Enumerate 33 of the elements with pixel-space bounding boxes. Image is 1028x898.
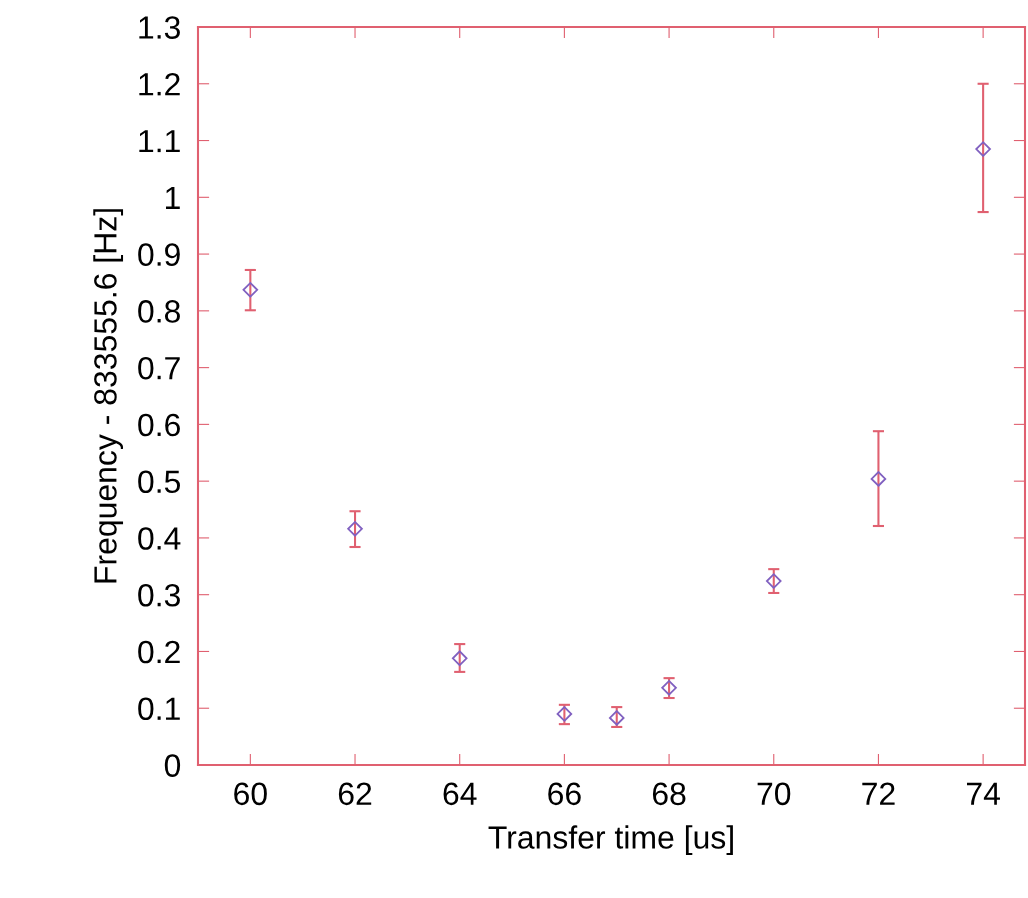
point	[608, 710, 625, 726]
y-tick-label: 0.4	[138, 527, 181, 550]
point	[661, 680, 677, 696]
y-tick-label: 0.6	[138, 413, 180, 437]
x-tick-label: 74	[967, 782, 1000, 805]
point	[556, 706, 573, 722]
y-tick-label: 0.1	[138, 697, 180, 721]
point	[242, 282, 259, 298]
y-tick-label: 0.5	[138, 470, 180, 494]
x-tick-label: 60	[234, 782, 267, 806]
y-tick-label: 0	[164, 754, 181, 777]
x-tick-label: 68	[652, 782, 686, 806]
point	[870, 471, 887, 487]
y-tick-label: 1.2	[139, 73, 180, 96]
y-tick-label: 1	[166, 186, 180, 209]
point	[975, 141, 991, 157]
point	[451, 650, 468, 667]
point	[765, 573, 782, 589]
y-tick-label: 1.3	[139, 16, 180, 39]
x-tick-label: 62	[338, 782, 372, 806]
y-tick-label: 0.9	[138, 243, 180, 266]
y-tick-label: 0.3	[138, 583, 180, 607]
x-tick-label: 66	[548, 782, 581, 806]
x-tick-label: 72	[862, 782, 895, 805]
y-tick-label: 0.8	[138, 300, 180, 323]
y-tick-label: 0.7	[138, 356, 180, 380]
y-tick-label: 0.2	[138, 640, 180, 664]
point	[347, 521, 363, 537]
y-tick-label: 1.1	[139, 130, 180, 153]
x-axis-title: Transfer time [us]	[488, 825, 733, 856]
y-axis-title: Frequency - 833555.6 [Hz]	[93, 209, 124, 583]
x-tick-label: 70	[757, 782, 791, 806]
x-tick-label: 64	[443, 782, 477, 806]
